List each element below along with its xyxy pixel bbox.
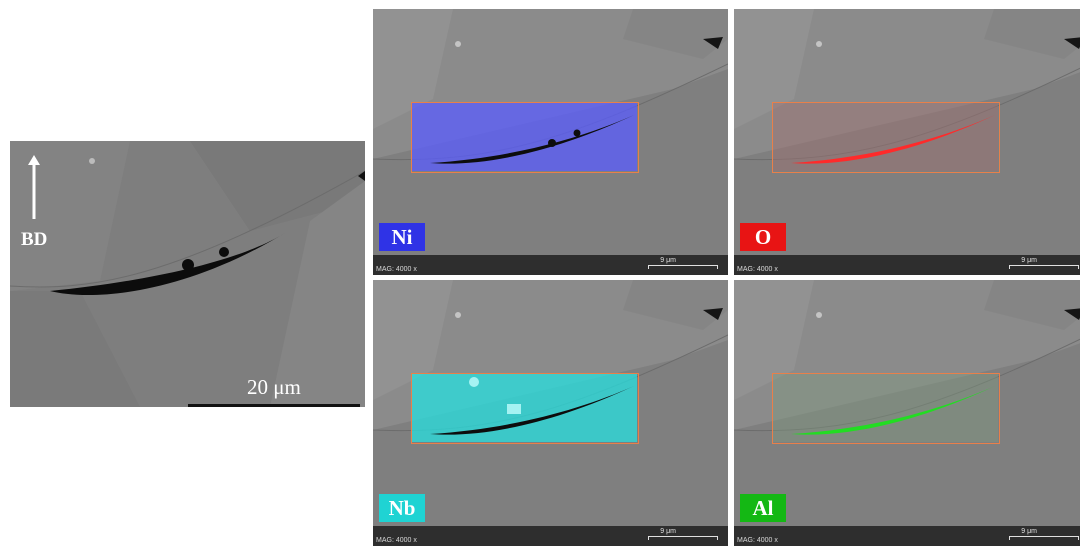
- scale-bar: [1009, 536, 1079, 540]
- sem-info-bar: MAG: 4000 x 9 μm: [373, 255, 728, 275]
- scale-bar-label: 9 μm: [660, 528, 676, 535]
- magnification-text: MAG: 4000 x: [376, 266, 417, 273]
- magnification-text: MAG: 4000 x: [376, 537, 417, 544]
- build-direction-label: BD: [21, 229, 48, 250]
- scale-bar-label: 9 μm: [1021, 257, 1037, 264]
- element-map-overlay: [412, 374, 637, 442]
- micrograph-texture: [10, 141, 365, 407]
- magnification-text: MAG: 4000 x: [737, 266, 778, 273]
- mapping-region: [772, 102, 1000, 173]
- main-sem-image: BD 20 μm: [10, 141, 365, 407]
- scale-bar-label: 9 μm: [660, 257, 676, 264]
- build-direction-arrow-icon: [28, 155, 40, 219]
- element-map-overlay: [773, 374, 998, 442]
- scale-bar-label: 9 μm: [1021, 528, 1037, 535]
- scale-bar: [648, 265, 718, 269]
- element-label-o: O: [740, 223, 786, 251]
- mapping-region: [411, 373, 639, 444]
- main-scale-label: 20 μm: [247, 375, 301, 399]
- element-map-overlay: [773, 103, 998, 171]
- main-scale-bar: [188, 404, 360, 407]
- eds-panel-o: O MAG: 4000 x 9 μm: [734, 9, 1080, 275]
- eds-panel-ni: Ni MAG: 4000 x 9 μm: [373, 9, 728, 275]
- mapping-region: [411, 102, 639, 173]
- sem-info-bar: MAG: 4000 x 9 μm: [734, 255, 1080, 275]
- sem-info-bar: MAG: 4000 x 9 μm: [373, 526, 728, 546]
- element-label-al: Al: [740, 494, 786, 522]
- eds-panel-al: Al MAG: 4000 x 9 μm: [734, 280, 1080, 546]
- micrograph-texture: [734, 9, 1080, 275]
- element-map-overlay: [412, 103, 637, 171]
- magnification-text: MAG: 4000 x: [737, 537, 778, 544]
- eds-panel-nb: Nb MAG: 4000 x 9 μm: [373, 280, 728, 546]
- mapping-region: [772, 373, 1000, 444]
- scale-bar: [1009, 265, 1079, 269]
- element-label-nb: Nb: [379, 494, 425, 522]
- element-label-ni: Ni: [379, 223, 425, 251]
- sem-info-bar: MAG: 4000 x 9 μm: [734, 526, 1080, 546]
- micrograph-texture: [734, 280, 1080, 546]
- scale-bar: [648, 536, 718, 540]
